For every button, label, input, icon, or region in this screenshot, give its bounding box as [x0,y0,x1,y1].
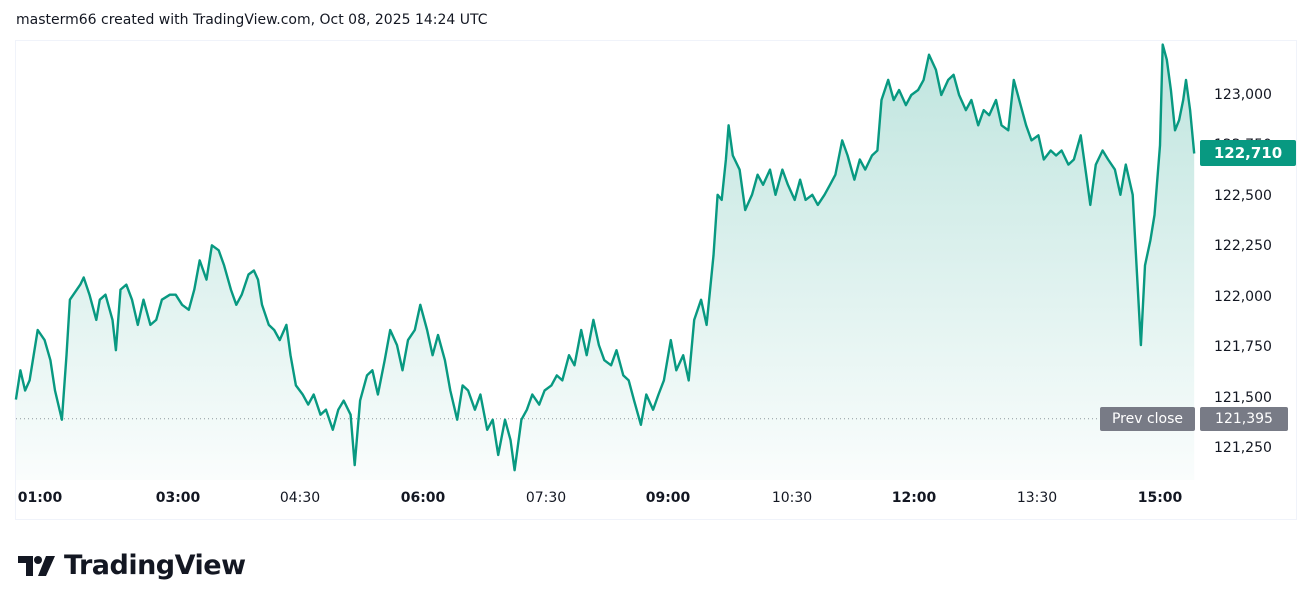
price-tick-label: 123,000 [1214,87,1272,103]
chart-attribution: masterm66 created with TradingView.com, … [16,12,488,28]
time-tick-label: 10:30 [771,490,813,506]
price-tick-label: 122,250 [1214,238,1272,255]
time-tick-label: 12:00 [891,490,937,506]
time-tick-label: 01:00 [17,490,63,506]
time-tick-label: 03:00 [155,490,201,506]
price-tick-label: 122,500 [1214,187,1272,204]
time-tick-label: 09:00 [645,490,691,506]
last-price-label: 122,710 [1200,140,1296,167]
price-tick-label: 121,750 [1214,339,1272,356]
tradingview-logo[interactable]: TradingView [18,550,246,581]
prev-close-value: 121,395 [1200,406,1288,431]
time-tick-label: 15:00 [1137,490,1183,506]
time-tick-label: 07:30 [525,490,567,506]
time-tick-label: 13:30 [1016,490,1058,506]
time-tick-label: 06:00 [400,490,446,506]
price-area-fill [15,44,1195,480]
prev-close-tag: Prev close [1100,406,1195,431]
price-tick-label: 121,500 [1214,389,1272,406]
price-tick-label: 121,250 [1214,439,1272,456]
chart-frame [15,40,1297,520]
price-tick-label: 122,000 [1214,288,1272,305]
tradingview-logo-text: TradingView [64,550,246,581]
tradingview-logo-icon [18,555,55,576]
price-line [14,43,1196,472]
time-tick-label: 04:30 [279,490,321,506]
